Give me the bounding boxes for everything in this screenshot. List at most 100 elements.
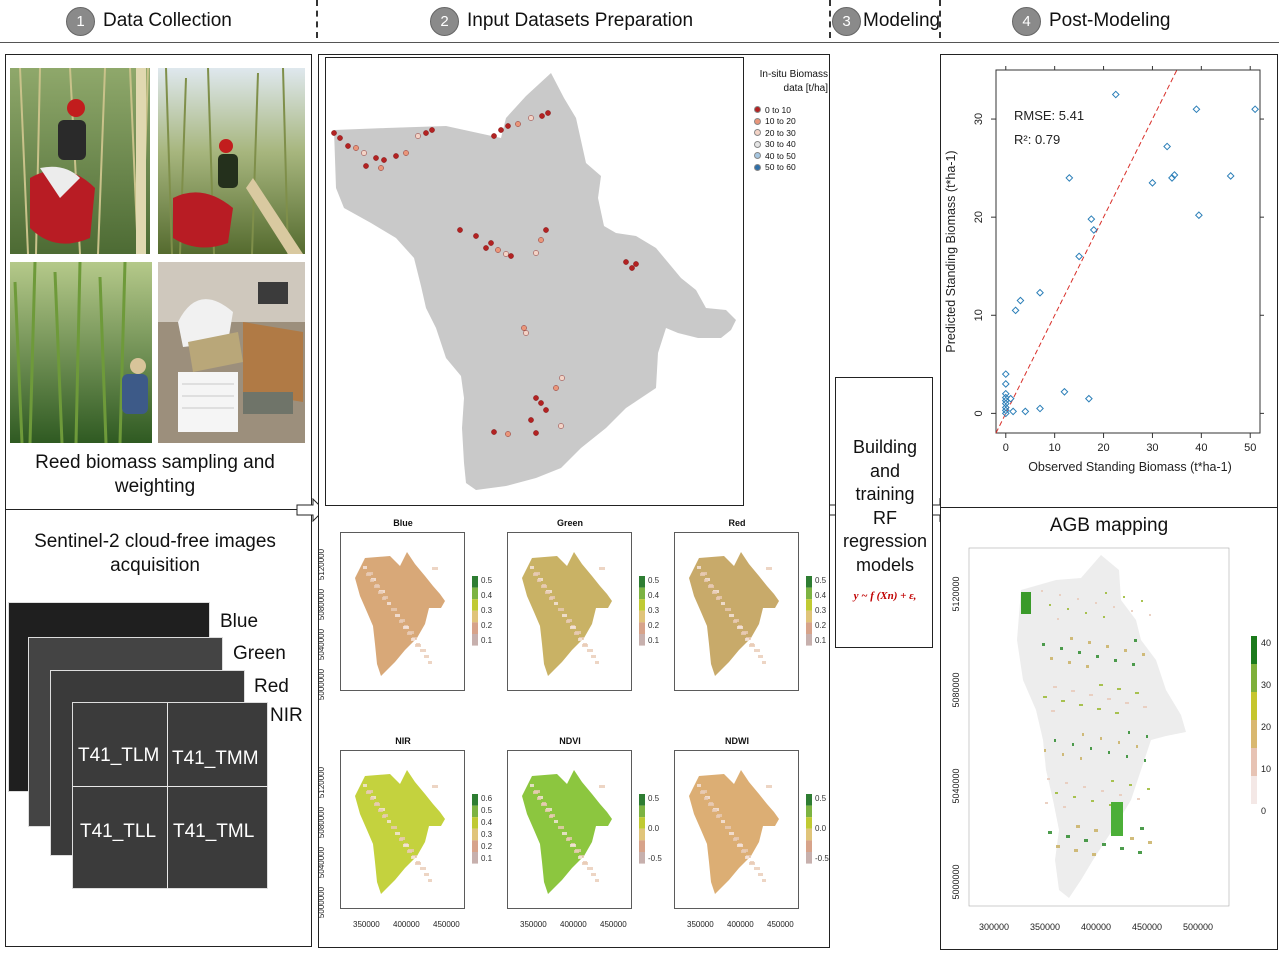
color-bar-step bbox=[639, 794, 645, 806]
color-bar-step bbox=[472, 599, 478, 611]
step-number: 1 bbox=[66, 6, 95, 36]
texture-patch bbox=[363, 566, 367, 569]
color-bar-step bbox=[1251, 664, 1257, 692]
data-point bbox=[1001, 389, 1010, 398]
texture-patch bbox=[403, 844, 409, 847]
band-map bbox=[674, 750, 799, 909]
texture-patch bbox=[378, 809, 383, 812]
biomass-pixel bbox=[1109, 804, 1112, 806]
legend-dot-icon bbox=[754, 140, 761, 148]
color-bar-step bbox=[472, 794, 478, 806]
texture-patch bbox=[537, 797, 541, 800]
texture-patch bbox=[424, 873, 429, 876]
texture-patch bbox=[562, 614, 567, 617]
color-bar-tick: 0 bbox=[1261, 806, 1266, 816]
color-bar bbox=[472, 576, 478, 646]
color-bar-tick: 0.1 bbox=[648, 636, 660, 645]
x-axis-label: Observed Standing Biomass (t*ha-1) bbox=[1028, 460, 1232, 474]
texture-patch bbox=[712, 591, 717, 594]
color-bar-tick: 0.3 bbox=[815, 606, 827, 615]
color-bar-tick: 0.2 bbox=[815, 621, 827, 630]
rmse-annotation: RMSE: 5.41 bbox=[1014, 108, 1084, 123]
color-bar-step bbox=[806, 805, 812, 818]
biomass-pixel bbox=[1044, 749, 1046, 752]
texture-patch bbox=[741, 850, 746, 853]
biomass-pixel bbox=[1140, 827, 1144, 830]
texture-patch bbox=[749, 644, 755, 647]
sampling-point bbox=[515, 121, 521, 127]
sampling-point bbox=[373, 155, 379, 161]
field-photo bbox=[158, 262, 305, 443]
texture-patch bbox=[745, 856, 749, 859]
sampling-point bbox=[538, 237, 544, 243]
one-to-one-line bbox=[995, 69, 1178, 434]
x-tick-label: 450000 bbox=[600, 920, 627, 929]
divider bbox=[829, 0, 831, 38]
caption-line: acquisition bbox=[110, 555, 200, 576]
data-point bbox=[1075, 252, 1084, 261]
texture-patch bbox=[411, 856, 415, 859]
color-bar-tick: 10 bbox=[1261, 764, 1271, 774]
texture-patch bbox=[749, 862, 755, 865]
color-bar-step bbox=[472, 828, 478, 841]
biomass-pixel bbox=[1074, 849, 1078, 852]
texture-patch bbox=[549, 815, 553, 818]
texture-patch bbox=[558, 826, 564, 829]
legend-label: 30 to 40 bbox=[765, 139, 796, 150]
biomass-pixel bbox=[1079, 704, 1083, 706]
sampling-point bbox=[633, 261, 639, 267]
data-point bbox=[1194, 211, 1203, 220]
tile-grid-line bbox=[167, 703, 168, 889]
sampling-point bbox=[533, 430, 539, 436]
biomass-pixel bbox=[1106, 645, 1109, 648]
data-point bbox=[1251, 105, 1260, 114]
biomass-pixel bbox=[1085, 612, 1087, 614]
color-bar bbox=[806, 794, 812, 864]
biomass-pixel bbox=[1042, 643, 1045, 646]
texture-patch bbox=[570, 844, 576, 847]
texture-patch bbox=[415, 644, 421, 647]
sampling-point bbox=[528, 115, 534, 121]
legend-title-line: data [t/ha] bbox=[783, 83, 828, 94]
modeling-line: Building bbox=[852, 437, 918, 457]
texture-patch bbox=[587, 867, 593, 870]
texture-patch bbox=[599, 785, 605, 788]
sampling-point bbox=[629, 265, 635, 271]
sampling-point bbox=[559, 375, 565, 381]
legend-dot-icon bbox=[754, 106, 761, 114]
x-tick-label: 350000 bbox=[687, 920, 714, 929]
color-bar-step bbox=[806, 634, 812, 646]
texture-patch bbox=[708, 585, 714, 588]
caption-line: Reed biomass sampling and bbox=[35, 452, 275, 473]
region-fill bbox=[1017, 555, 1186, 898]
texture-patch bbox=[554, 602, 558, 605]
step-2: 2 Input Datasets Preparation bbox=[430, 4, 693, 38]
biomass-pixel bbox=[1120, 847, 1124, 850]
texture-patch bbox=[700, 791, 705, 794]
sampling-point bbox=[533, 395, 539, 401]
modeling-line: RF bbox=[873, 507, 897, 528]
texture-patch bbox=[721, 602, 725, 605]
sampling-point bbox=[533, 250, 539, 256]
legend-label: 40 to 50 bbox=[765, 150, 796, 161]
texture-patch bbox=[545, 809, 550, 812]
texture-patch bbox=[737, 626, 743, 629]
sampling-point bbox=[545, 110, 551, 116]
texture-patch bbox=[582, 862, 588, 865]
color-bar-step bbox=[639, 805, 645, 818]
color-bar-step bbox=[639, 828, 645, 841]
color-bar-step bbox=[472, 576, 478, 588]
y-tick-label: 0 bbox=[973, 410, 985, 416]
texture-patch bbox=[758, 873, 763, 876]
map-shape bbox=[355, 552, 445, 676]
y-tick-label: 5000000 bbox=[951, 864, 961, 899]
legend-item: 40 to 50 bbox=[754, 150, 796, 162]
data-point bbox=[1001, 409, 1010, 418]
texture-patch bbox=[399, 838, 403, 841]
biomass-pixel bbox=[1103, 616, 1105, 618]
biomass-patch bbox=[1111, 802, 1123, 836]
color-bar-step bbox=[806, 599, 812, 611]
sampling-point bbox=[345, 143, 351, 149]
biomass-pixel bbox=[1049, 604, 1051, 606]
color-bar-step bbox=[806, 852, 812, 864]
